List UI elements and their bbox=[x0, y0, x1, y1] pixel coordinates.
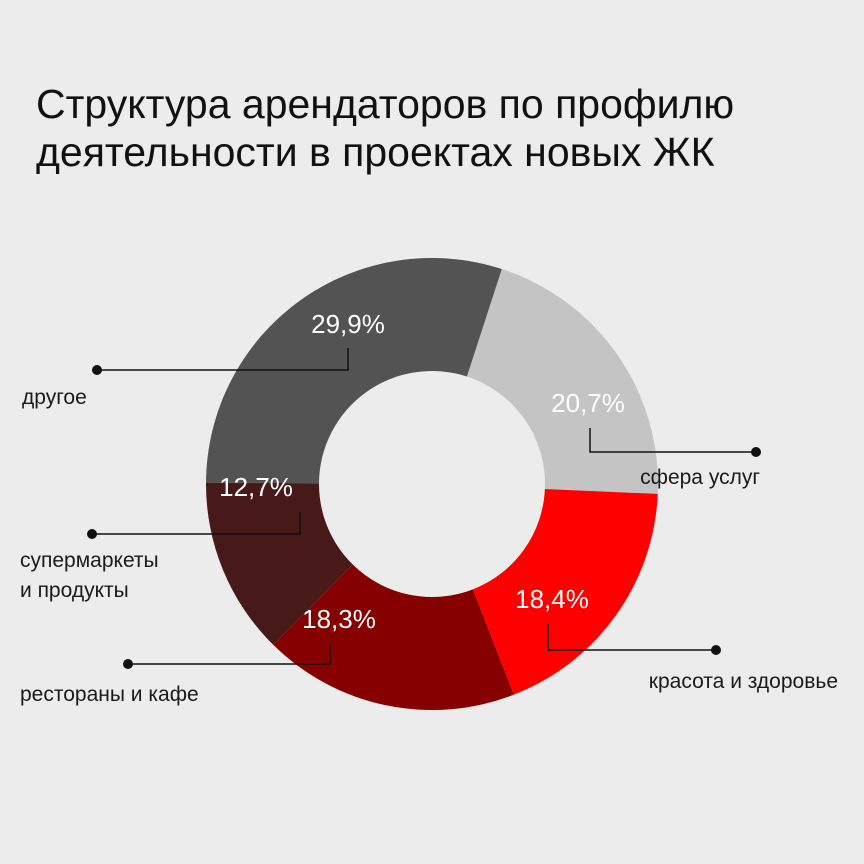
chart-title-line-2: деятельности в проектах новых ЖК bbox=[36, 129, 715, 175]
leader-line bbox=[97, 348, 349, 371]
category-label: другое bbox=[22, 386, 87, 409]
category-label: супермаркеты bbox=[20, 549, 159, 572]
pie-slice bbox=[273, 564, 514, 710]
leader-dot bbox=[123, 659, 133, 669]
chart-title: Структура арендаторов по профилю деятель… bbox=[36, 80, 734, 176]
slice-value-label: 20,7% bbox=[551, 388, 625, 418]
category-label: красота и здоровье bbox=[649, 670, 838, 693]
leader-line bbox=[92, 512, 301, 535]
slice-value-label: 18,3% bbox=[302, 604, 376, 634]
leader-dot bbox=[711, 645, 721, 655]
leader-line bbox=[547, 624, 716, 651]
chart-title-line-1: Структура арендаторов по профилю bbox=[36, 81, 735, 127]
category-label: рестораны и кафе bbox=[20, 683, 199, 706]
slice-value-label: 29,9% bbox=[311, 309, 385, 339]
leader-line bbox=[589, 428, 756, 453]
slice-value-label: 12,7% bbox=[219, 472, 293, 502]
slice-value-label: 18,4% bbox=[515, 584, 589, 614]
leader-dot bbox=[751, 447, 761, 457]
leader-line bbox=[128, 644, 331, 665]
pie-slice bbox=[206, 258, 502, 484]
pie-slice bbox=[466, 269, 658, 494]
pie-slice bbox=[205, 482, 353, 645]
pie-slice bbox=[472, 488, 658, 695]
leader-dot bbox=[87, 529, 97, 539]
leader-dot bbox=[92, 365, 102, 375]
category-label: и продукты bbox=[20, 579, 129, 602]
category-label: сфера услуг bbox=[640, 466, 760, 489]
